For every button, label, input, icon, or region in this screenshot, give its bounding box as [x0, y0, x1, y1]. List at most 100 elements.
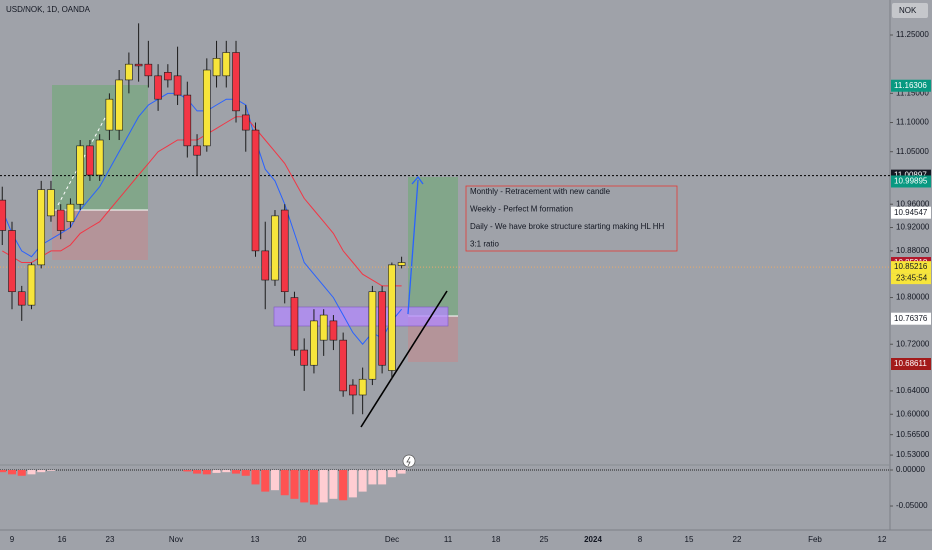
x-tick-label: Dec: [385, 535, 399, 544]
candle-body: [66, 203, 75, 223]
price-label-box: [891, 312, 931, 325]
candle-body: [144, 63, 153, 77]
x-tick-label: 18: [492, 535, 501, 544]
candle-body: [329, 320, 338, 341]
y-tick-label: 10.96000: [896, 199, 930, 208]
macd-tick-label: 0.00000: [896, 465, 925, 474]
macd-bar: [46, 470, 55, 471]
long-stop-zone: [52, 210, 148, 260]
candle-body: [193, 145, 201, 156]
annotation-box: [465, 185, 678, 252]
price-label-box: [891, 358, 931, 371]
candle-body: [310, 320, 318, 366]
candle-body: [358, 378, 367, 396]
short-target-zone: [408, 177, 458, 316]
price-label: 10.76376: [894, 314, 928, 323]
price-label-box: [891, 79, 931, 92]
candle-body: [95, 139, 104, 176]
candle-body: [232, 52, 240, 112]
long-path: [57, 104, 113, 206]
annotation-text: 3:1 ratio: [470, 240, 499, 249]
y-tick-label: 10.80000: [896, 293, 930, 302]
price-label-box: [891, 206, 931, 219]
y-tick-label: 10.56500: [896, 430, 930, 439]
price-label: 11.00897: [894, 171, 927, 180]
x-tick-label: 13: [251, 535, 260, 544]
macd-bar: [309, 470, 318, 505]
macd-bar: [319, 470, 328, 503]
macd-bar: [358, 470, 367, 492]
macd-bar: [8, 470, 16, 475]
candle-body: [76, 145, 84, 205]
candle-body: [125, 63, 133, 81]
macd-bar: [387, 470, 396, 478]
symbol-title: USD/NOK, 1D, OANDA: [6, 5, 91, 14]
candle-body: [388, 264, 396, 371]
x-tick-label: 22: [733, 535, 742, 544]
candle-body: [271, 215, 279, 281]
y-tick-label: 10.72000: [896, 339, 930, 348]
macd-bar: [183, 470, 192, 472]
macd-bar: [368, 470, 377, 485]
candle-body: [251, 129, 260, 252]
candle-body: [378, 291, 386, 366]
x-tick-label: Nov: [169, 535, 183, 544]
candle-body: [164, 72, 172, 81]
y-tick-label: 10.64000: [896, 386, 930, 395]
candle-body: [349, 384, 357, 396]
moving-average: [2, 116, 402, 287]
macd-bar: [339, 470, 348, 501]
candle-body: [300, 349, 309, 366]
candle-body: [261, 250, 270, 281]
candle-body: [154, 75, 162, 100]
x-tick-label: 15: [685, 535, 694, 544]
x-tick-label: 2024: [584, 535, 602, 544]
alert-bolt: [406, 456, 411, 467]
candle-body: [397, 262, 406, 266]
y-tick-label: 11.15000: [896, 88, 929, 97]
macd-bar: [300, 470, 309, 503]
macd-bar: [232, 470, 241, 474]
y-tick-label: 11.10000: [896, 118, 929, 127]
candle-body: [27, 264, 36, 306]
x-tick-label: 12: [878, 535, 887, 544]
moving-average: [1, 92, 402, 345]
price-label-box: [891, 261, 931, 274]
x-tick-label: 11: [444, 535, 453, 544]
countdown: 23:45:54: [896, 274, 928, 283]
price-label: 10.68611: [894, 359, 927, 368]
alert-icon: [402, 454, 416, 468]
macd-bar: [280, 470, 289, 496]
candle-body: [105, 98, 114, 131]
candle-body: [17, 291, 26, 306]
candle-body: [86, 145, 94, 176]
candle-body: [47, 189, 55, 217]
currency-badge[interactable]: [892, 3, 928, 18]
annotation-text: Monthly - Retracement with new candle: [470, 187, 611, 196]
macd-bar: [193, 470, 202, 474]
macd-bar: [290, 470, 299, 499]
macd-bar: [397, 470, 406, 474]
y-tick-label: 10.88000: [896, 246, 930, 255]
annotation-text: Weekly - Perfect M formation: [470, 205, 573, 214]
macd-bar: [378, 470, 387, 485]
macd-bar: [270, 470, 279, 491]
x-tick-label: 9: [10, 535, 15, 544]
candle-body: [37, 189, 46, 266]
macd-tick-label: -0.05000: [896, 501, 928, 510]
macd-bar: [329, 470, 338, 499]
trend-line: [360, 290, 448, 428]
currency[interactable]: NOK: [899, 6, 917, 15]
candle-body: [319, 314, 328, 341]
x-tick-label: 25: [540, 535, 549, 544]
candle-body: [56, 209, 65, 231]
arrow-head: [411, 175, 424, 185]
y-tick-label: 11.25000: [896, 30, 929, 39]
candle-body: [173, 75, 182, 96]
macd-bar: [348, 470, 357, 498]
price-label: 10.85216: [894, 262, 928, 271]
candle-body: [115, 79, 123, 131]
candle-body: [0, 199, 7, 231]
projection-arrow: [407, 179, 419, 315]
